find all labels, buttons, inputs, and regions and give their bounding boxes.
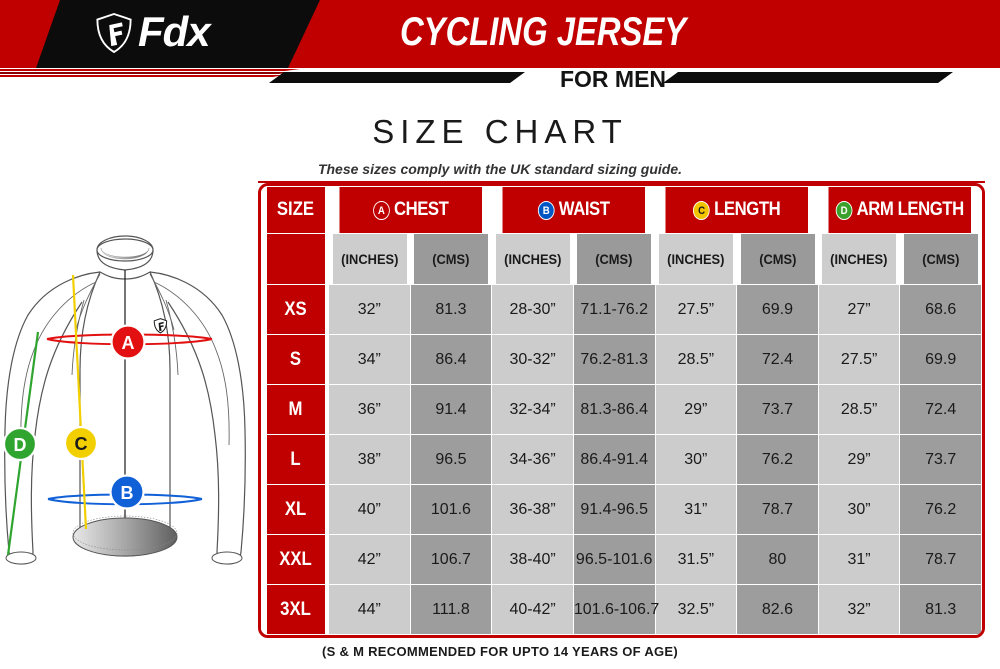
svg-text:A: A [122,333,135,353]
svg-text:B: B [121,483,134,503]
svg-text:C: C [75,434,88,454]
svg-text:D: D [14,435,27,455]
